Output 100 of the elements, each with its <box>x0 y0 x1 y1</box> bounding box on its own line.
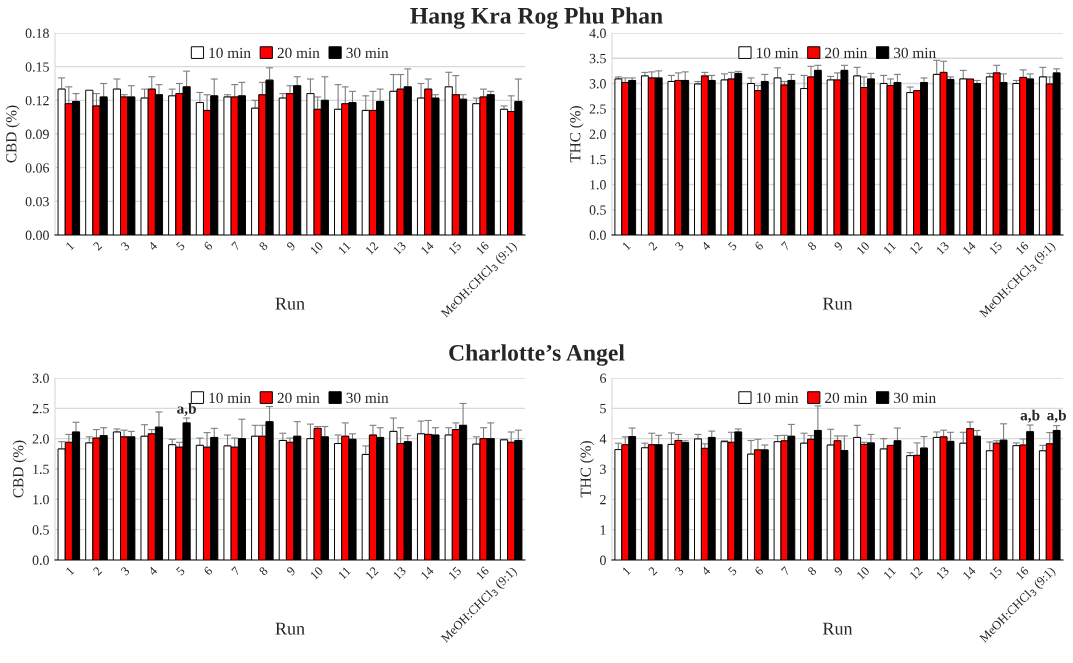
legend-label: 30 min <box>894 392 936 404</box>
y-tick-label: 3.5 <box>589 53 606 64</box>
y-tick-label: 0.5 <box>32 525 49 535</box>
legend-label: 10 min <box>209 392 251 404</box>
x-tick-label: 13 <box>935 241 950 255</box>
x-tick-label: 2 <box>92 241 103 251</box>
chart-title: Hang Kra Rog Phu Phan <box>410 7 663 29</box>
x-tick-label: 6 <box>203 566 214 576</box>
y-tick-label: 1.0 <box>33 494 49 505</box>
x-tick-label: 10 <box>309 241 324 255</box>
legend-label: 20 min <box>825 47 868 59</box>
x-tick-label: 6 <box>203 241 214 251</box>
legend-label: 30 min <box>894 47 936 59</box>
y-tick-label: 2.0 <box>32 434 49 444</box>
x-tick-label: 16 <box>1015 566 1030 580</box>
legend-label: 10 min <box>209 47 251 59</box>
legend-label: 20 min <box>277 47 320 59</box>
x-tick-label: 4 <box>147 566 158 576</box>
chart-title: Charlotte’s Angel <box>449 344 625 366</box>
x-tick-label: 12 <box>909 241 923 255</box>
x-tick-label: 7 <box>780 241 791 251</box>
x-tick-label: 15 <box>448 566 462 580</box>
x-tick-label: 7 <box>231 566 241 576</box>
x-tick-label: 12 <box>909 566 923 580</box>
legend-label: 20 min <box>277 392 320 404</box>
x-tick-label: 2 <box>92 566 103 576</box>
x-tick-label: 4 <box>147 241 158 251</box>
y-tick-label: 1.0 <box>590 180 606 190</box>
x-tick-label: 15 <box>988 566 1003 580</box>
x-tick-label: 7 <box>780 566 791 576</box>
x-tick-label: 16 <box>475 241 490 255</box>
y-axis-title: THC (%) <box>569 106 584 163</box>
y-tick-label: 0.03 <box>25 196 49 207</box>
x-tick-label: 15 <box>448 241 462 255</box>
x-tick-label: 1 <box>621 566 631 576</box>
x-tick-label: 13 <box>935 566 950 580</box>
x-tick-label: 2 <box>648 241 658 251</box>
x-tick-label: 5 <box>175 241 186 251</box>
x-tick-label: 7 <box>231 241 241 251</box>
x-tick-label: 14 <box>420 565 435 580</box>
y-tick-label: 2 <box>600 494 606 505</box>
y-tick-label: 4.0 <box>589 28 606 39</box>
y-tick-label: 2.0 <box>589 129 606 140</box>
x-tick-label: 9 <box>286 566 296 576</box>
y-tick-label: 5 <box>600 404 606 414</box>
x-tick-label: 3 <box>120 241 130 251</box>
x-tick-label: 14 <box>420 240 435 255</box>
x-tick-label: 8 <box>807 241 817 251</box>
y-tick-label: 1.5 <box>33 464 49 475</box>
x-tick-label: 5 <box>727 566 738 576</box>
x-axis-title: Run <box>822 622 853 635</box>
y-tick-label: 0.5 <box>589 205 606 215</box>
x-tick-label: 12 <box>365 241 379 255</box>
x-axis-title: Run <box>275 622 305 635</box>
x-tick-label: 2 <box>648 566 658 576</box>
x-tick-label: 11 <box>337 566 351 580</box>
y-axis-title: CBD (%) <box>5 105 20 163</box>
x-tick-label: 1 <box>621 241 631 251</box>
x-tick-label: 16 <box>475 566 490 580</box>
y-tick-label: 0.12 <box>25 95 49 106</box>
x-tick-label: 9 <box>833 566 844 576</box>
y-tick-label: 0.00 <box>25 230 49 241</box>
x-tick-label: 4 <box>700 241 711 251</box>
x-tick-label: 16 <box>1015 241 1030 255</box>
y-tick-label: 0.15 <box>25 62 49 72</box>
y-axis-title: THC (%) <box>580 441 594 498</box>
legend-label: 10 min <box>756 392 799 404</box>
x-tick-label: 9 <box>286 241 296 251</box>
legend-label: 30 min <box>346 392 389 404</box>
x-tick-label: 3 <box>674 566 685 576</box>
y-axis-title: CBD (%) <box>12 440 27 498</box>
x-tick-label: 15 <box>988 241 1003 255</box>
x-tick-label: 12 <box>365 566 379 580</box>
x-tick-label: 11 <box>337 241 351 255</box>
x-tick-label: 1 <box>65 241 75 251</box>
y-tick-label: 6 <box>600 373 607 383</box>
x-tick-label: 6 <box>754 241 764 251</box>
x-tick-label: 8 <box>807 566 817 576</box>
x-tick-label: 5 <box>175 566 186 576</box>
y-tick-label: 3.0 <box>589 79 606 89</box>
y-tick-label: 3 <box>600 464 606 474</box>
y-tick-label: 2.5 <box>32 403 49 414</box>
legend-label: 10 min <box>756 47 799 59</box>
y-tick-label: 4 <box>599 434 607 444</box>
x-tick-label: 13 <box>392 566 407 580</box>
x-tick-label: 8 <box>258 566 269 576</box>
y-tick-label: 3.0 <box>32 373 49 384</box>
x-tick-label: 9 <box>833 241 844 251</box>
y-tick-label: 0.0 <box>589 230 606 241</box>
x-tick-label: 10 <box>309 566 324 580</box>
x-tick-label: 10 <box>856 566 870 580</box>
x-tick-label: 5 <box>727 241 738 251</box>
x-tick-label: 4 <box>700 566 711 576</box>
y-tick-label: 0.09 <box>25 129 49 140</box>
legend-label: 30 min <box>346 47 389 59</box>
y-tick-label: 2.5 <box>589 104 606 114</box>
x-tick-label: 3 <box>674 241 685 251</box>
x-tick-label: 6 <box>754 566 764 576</box>
annotation: a,b <box>1020 409 1040 423</box>
annotation: a,b <box>1047 409 1066 423</box>
